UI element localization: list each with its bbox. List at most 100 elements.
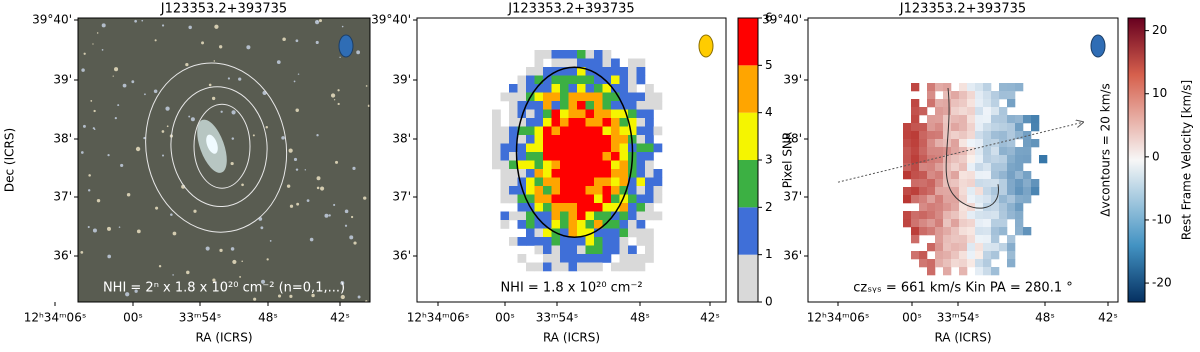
snr-pixel <box>628 75 637 85</box>
star <box>353 241 357 245</box>
snr-pixel <box>568 186 578 195</box>
y-tick-label: 37' <box>783 190 802 204</box>
snr-pixel <box>500 186 510 195</box>
star <box>82 124 86 128</box>
snr-pixel <box>619 254 629 263</box>
snr-pixel <box>534 50 544 59</box>
snr-pixel <box>526 143 535 153</box>
velocity-pixel <box>1015 203 1024 212</box>
velocity-pixel <box>1031 115 1040 124</box>
snr-pixel <box>602 143 612 153</box>
snr-pixel <box>551 143 561 153</box>
snr-pixel <box>551 211 561 221</box>
velocity-pixel <box>1023 139 1032 148</box>
velocity-pixel <box>991 147 1000 156</box>
snr-pixel <box>645 135 654 144</box>
velocity-pixel <box>943 171 952 180</box>
velocity-pixel <box>991 155 1000 164</box>
velocity-pixel <box>1023 147 1032 156</box>
snr-pixel <box>602 109 612 119</box>
velocity-pixel <box>959 267 968 276</box>
snr-pixel <box>585 203 595 212</box>
snr-pixel <box>509 186 518 195</box>
snr-pixel <box>560 143 569 153</box>
star <box>265 125 269 129</box>
snr-pixel <box>543 169 552 178</box>
x-tick-label: 42ˢ <box>700 311 720 325</box>
snr-pixel <box>568 135 578 144</box>
velocity-pixel <box>991 251 1000 260</box>
annotation: NHI = 2ⁿ x 1.8 x 10²⁰ cm⁻² (n=0,1,...) <box>103 281 345 296</box>
snr-pixel <box>628 126 637 136</box>
snr-pixel <box>526 160 535 170</box>
snr-pixel <box>594 143 603 153</box>
star <box>328 214 331 217</box>
velocity-pixel <box>927 267 936 276</box>
snr-pixel <box>577 118 586 127</box>
velocity-pixel <box>951 203 960 212</box>
x-tick-label: 33ᵐ54ˢ <box>179 311 222 325</box>
beam <box>698 34 714 58</box>
velocity-pixel <box>927 163 936 172</box>
velocity-pixel <box>999 123 1008 132</box>
snr-pixel <box>534 84 544 93</box>
axes-frame <box>416 17 727 303</box>
velocity-pixel <box>983 99 992 108</box>
star <box>311 293 315 298</box>
snr-pixel <box>636 152 646 161</box>
snr-pixel <box>560 220 569 229</box>
velocity-pixel <box>951 259 960 268</box>
snr-pixel <box>517 203 527 212</box>
snr-pixel <box>602 75 612 85</box>
velocity-pixel <box>975 259 984 268</box>
velocity-pixel <box>999 91 1008 100</box>
velocity-pixel <box>1007 259 1016 268</box>
snr-pixel <box>517 135 527 144</box>
snr-pixel <box>611 126 620 136</box>
star <box>114 117 117 120</box>
velocity-pixel <box>919 195 928 204</box>
snr-pixel <box>551 58 561 68</box>
snr-pixel <box>500 177 510 187</box>
star <box>219 248 223 252</box>
snr-pixel <box>543 211 552 221</box>
velocity-pixel <box>951 147 960 156</box>
velocity-pixel <box>1007 147 1016 156</box>
velocity-pixel <box>911 195 920 204</box>
velocity-pixel <box>919 107 928 116</box>
snr-pixel <box>526 211 535 221</box>
snr-pixel <box>568 220 578 229</box>
velocity-pixel <box>951 251 960 260</box>
snr-pixel <box>653 177 663 187</box>
snr-pixel <box>602 186 612 195</box>
velocity-pixel <box>999 243 1008 252</box>
axes-frame <box>807 17 1119 303</box>
snr-pixel <box>585 152 595 161</box>
velocity-pixel <box>951 163 960 172</box>
snr-pixel <box>636 211 646 221</box>
star <box>136 229 141 234</box>
velocity-pixel <box>919 187 928 196</box>
velocity-pixel <box>919 227 928 236</box>
velocity-pixel <box>935 259 944 268</box>
star <box>131 80 135 84</box>
velocity-pixel <box>999 155 1008 164</box>
snr-pixel <box>560 118 569 127</box>
velocity-pixel <box>1007 171 1016 180</box>
snr-pixel <box>628 220 637 229</box>
snr-pixel <box>534 143 544 153</box>
colorbar-tick-label: 1 <box>765 247 773 261</box>
snr-pixel <box>636 177 646 187</box>
snr-pixel <box>594 177 603 187</box>
snr-pixel <box>619 245 629 255</box>
velocity-pixel <box>903 163 912 172</box>
star <box>101 49 104 51</box>
velocity-pixel <box>927 99 936 108</box>
velocity-pixel <box>967 139 976 148</box>
velocity-pixel <box>927 195 936 204</box>
star <box>316 20 319 22</box>
snr-pixel <box>551 203 561 212</box>
snr-pixel <box>517 92 527 102</box>
snr-pixel <box>560 262 569 272</box>
snr-pixel <box>543 228 552 238</box>
